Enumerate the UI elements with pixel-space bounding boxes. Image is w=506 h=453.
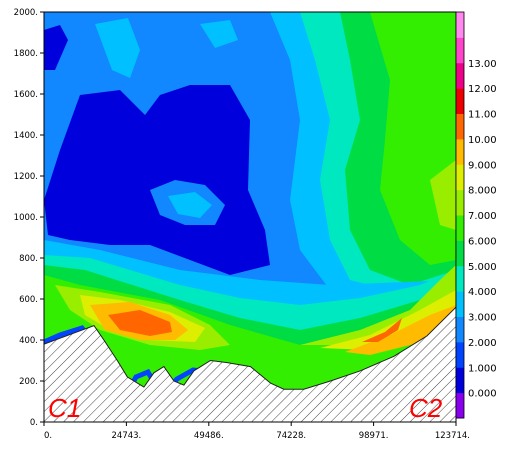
contour-region-deepblue-core	[44, 85, 270, 275]
y-tick-label: 800.	[19, 254, 38, 264]
colorbar-label: 3.000	[468, 313, 497, 324]
colorbar-swatch	[456, 164, 464, 191]
y-tick-label: 1800.	[14, 49, 38, 59]
y-tick-label: 200.	[19, 377, 38, 387]
colorbar-label: 6.000	[468, 236, 497, 247]
colorbar-label: 13.00	[468, 59, 497, 70]
colorbar-label: 11.00	[468, 110, 497, 121]
colorbar-label: 4.000	[468, 287, 497, 298]
contour-region-cyan-pocket	[168, 192, 212, 218]
x-tick-label: 123714.	[435, 431, 470, 441]
y-tick-label: 1200.	[14, 172, 38, 182]
colorbar-label: 10.00	[468, 135, 497, 146]
colorbar-label: 2.000	[468, 338, 497, 349]
y-tick-label: 2000.	[14, 8, 38, 18]
terrain-hatched-area	[43, 306, 457, 423]
colorbar-label: 8.000	[468, 186, 497, 197]
colorbar-swatch	[456, 113, 464, 140]
colorbar-swatch	[456, 316, 464, 343]
colorbar: 0.000 1.000 2.000 3.000 4.000 5.000 6.000 7.000…	[455, 11, 497, 419]
contour-region-lightgreen-right	[370, 12, 456, 265]
colorbar-swatch	[456, 240, 464, 267]
colorbar-label: 1.000	[468, 363, 497, 374]
x-tick-label: 98971.	[359, 431, 389, 441]
x-tick-label: 0.	[44, 431, 52, 441]
y-tick-label: 1600.	[14, 90, 38, 100]
y-tick-label: 1000.	[14, 213, 38, 223]
colorbar-swatch	[456, 62, 464, 89]
y-tick-label: 400.	[19, 336, 38, 346]
colorbar-swatch	[456, 88, 464, 114]
contour-region-yellowgreen-edge	[430, 160, 456, 230]
colorbar-swatch	[456, 367, 464, 394]
endpoint-label-c2: C2	[409, 393, 443, 423]
x-tick-label: 74228.	[276, 431, 306, 441]
colorbar-label: 0.000	[468, 389, 497, 400]
contour-core-orange-right	[362, 318, 402, 342]
colorbar-swatch	[456, 215, 464, 241]
contour-core-orange-left	[108, 310, 172, 336]
colorbar-frame	[455, 11, 465, 419]
x-tick-label: 49486.	[194, 431, 224, 441]
y-tick-label: 0.	[30, 418, 38, 428]
x-axis-ticks: 0. 24743. 49486. 74228. 98971. 123714.	[43, 422, 470, 441]
contour-band-orange-right	[345, 305, 456, 355]
colorbar-label: 12.00	[468, 84, 497, 95]
colorbar-label: 9.000	[468, 160, 497, 171]
y-tick-label: 600.	[19, 295, 38, 305]
y-axis-ticks: 0. 200. 400. 600. 800. 1000. 1200. 1400. 1600. 18…	[14, 8, 44, 428]
colorbar-swatch	[456, 291, 464, 317]
colorbar-swatch	[456, 138, 464, 165]
y-tick-label: 1400.	[14, 131, 38, 141]
colorbar-label: 5.000	[468, 262, 497, 273]
colorbar-swatch	[456, 12, 464, 38]
contour-region-cyan-top-center	[200, 20, 238, 48]
colorbar-swatch	[456, 265, 464, 292]
x-tick-label: 24743.	[112, 431, 142, 441]
contour-region-cyan-top-left	[95, 18, 140, 78]
endpoint-label-c1: C1	[48, 393, 81, 423]
colorbar-swatch	[456, 341, 464, 368]
contour-region-deepblue-upper-left	[44, 25, 68, 70]
colorbar-swatch	[456, 189, 464, 216]
colorbar-swatch	[456, 37, 464, 64]
colorbar-swatch	[456, 392, 464, 419]
colorbar-label: 7.000	[468, 211, 497, 222]
